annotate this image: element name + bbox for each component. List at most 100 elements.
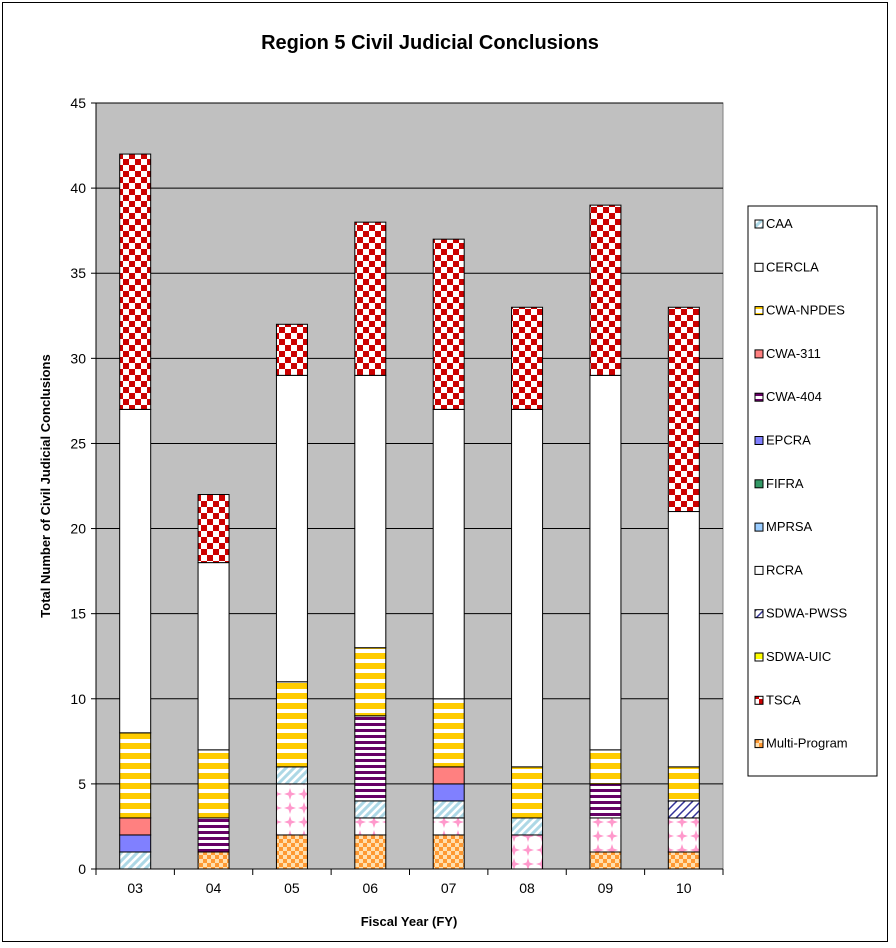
bar-segment-caa [119,851,152,870]
y-tick-label: 10 [70,691,86,707]
x-tick-label: 07 [441,880,457,896]
bar-segment-epcra [119,834,152,853]
bar-segment-rcra [511,408,544,768]
legend-swatch [754,522,764,532]
bar-segment-cwa-311 [432,766,465,785]
x-tick-label: 08 [519,880,535,896]
x-tick-label: 03 [127,880,143,896]
bar-segment-caa [432,800,465,819]
y-tick-label: 45 [70,95,86,111]
bar-segment-cercla [667,817,700,853]
bar-segment-cwa-npdes [197,749,230,819]
y-tick-label: 0 [78,861,86,877]
chart-svg: Region 5 Civil Judicial Conclusions 0510… [38,32,878,929]
y-tick-label: 20 [70,521,86,537]
bar-segment-rcra [589,374,622,751]
x-tick-label: 10 [676,880,692,896]
legend-swatch [754,306,764,316]
x-axis-ticks: 03 04 05 06 07 08 09 10 [95,869,724,896]
bar-segment-cwa-npdes [511,766,544,819]
bars [119,153,700,870]
bar-segment-cwa-npdes [354,647,387,717]
legend-swatch [754,349,764,359]
bar-segment-epcra [432,783,465,802]
bar-segment-rcra [119,408,152,734]
bar-segment-multi-program [432,834,465,870]
legend-swatch [754,219,764,229]
legend-swatch [754,565,764,575]
y-tick-label: 35 [70,265,86,281]
bar-segment-cwa-npdes [119,732,152,819]
bar-segment-multi-program [667,851,700,870]
y-axis-title: Total Number of Civil Judicial Conclusio… [38,354,53,617]
legend-label: TSCA [766,692,801,707]
bar-segment-cwa-npdes [275,681,308,768]
legend-label: FIFRA [766,476,804,491]
legend-label: RCRA [766,562,803,577]
legend-label: CWA-NPDES [766,303,845,318]
legend-label: CWA-311 [766,346,821,361]
bar-segment-cercla [275,783,308,836]
y-tick-label: 30 [70,350,86,366]
bar-segment-multi-program [589,851,622,870]
bar-segment-cwa-404 [589,783,622,819]
plot-area [95,102,724,870]
y-axis-ticks: 0 5 10 15 20 25 30 35 40 45 [70,95,96,877]
bar-segment-tsca [197,494,230,564]
legend-swatch [754,652,764,662]
bar-segment-tsca [667,306,700,513]
y-tick-label: 5 [78,776,86,792]
bar-segment-sdwa-pwss [667,800,700,819]
bar-segment-caa [354,800,387,819]
bar-segment-rcra [432,408,465,700]
bar-segment-cercla [511,834,544,870]
x-tick-label: 04 [206,880,222,896]
bar-segment-cercla [354,817,387,836]
bar-segment-caa [275,766,308,785]
x-tick-label: 05 [284,880,300,896]
bar-segment-rcra [667,511,700,768]
legend-swatch [754,262,764,272]
legend-swatch [754,739,764,749]
bar-segment-multi-program [354,834,387,870]
x-tick-label: 06 [363,880,379,896]
legend-label: CWA-404 [766,389,822,404]
bar-segment-tsca [589,204,622,376]
bar-segment-caa [511,817,544,836]
y-tick-label: 25 [70,435,86,451]
legend-label: CAA [766,216,793,231]
legend-box [747,205,878,777]
bar-segment-cercla [589,817,622,853]
legend-label: CERCLA [766,259,819,274]
bar-segment-rcra [275,374,308,683]
legend-swatch [754,392,764,402]
legend-swatch [754,436,764,445]
y-tick-label: 40 [70,180,86,196]
legend-label: SDWA-UIC [766,649,831,664]
legend-swatch [754,695,764,705]
x-tick-label: 09 [598,880,614,896]
legend-label: MPRSA [766,519,813,534]
bar-segment-cwa-npdes [432,698,465,768]
bar-segment-rcra [197,562,230,751]
bar-segment-tsca [354,221,387,376]
legend-label: SDWA-PWSS [766,606,847,621]
legend-swatch [754,609,764,619]
bar-segment-cwa-npdes [667,766,700,802]
bar-segment-tsca [511,306,544,410]
x-axis-title: Fiscal Year (FY) [361,914,458,929]
legend-label: Multi-Program [766,736,848,751]
bar-segment-cercla [432,817,465,836]
bar-segment-tsca [432,238,465,410]
bar-segment-cwa-404 [197,817,230,853]
bar-segment-cwa-311 [119,817,152,836]
bar-segment-cwa-404 [354,715,387,802]
bar-segment-multi-program [197,851,230,870]
bar-segment-tsca [119,153,152,410]
legend-label: EPCRA [766,433,811,448]
bar-segment-multi-program [275,834,308,870]
bar-segment-cwa-npdes [589,749,622,785]
chart-title: Region 5 Civil Judicial Conclusions [261,32,599,54]
y-tick-label: 15 [70,606,86,622]
